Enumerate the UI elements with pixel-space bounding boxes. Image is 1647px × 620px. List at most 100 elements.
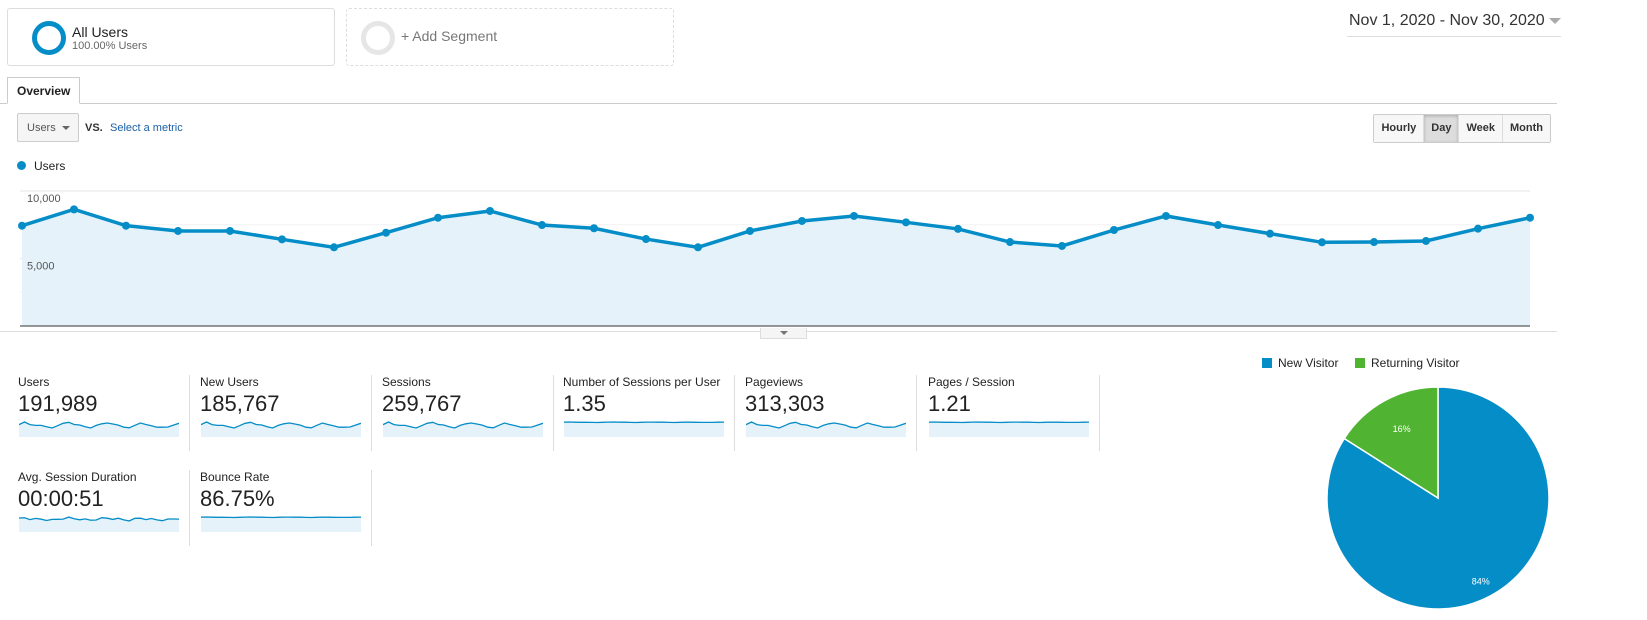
data-point-Nov-8[interactable] — [382, 228, 390, 237]
metric-value: 00:00:51 — [18, 486, 104, 511]
data-point-Nov-11[interactable] — [538, 221, 546, 230]
data-point-Nov-16[interactable] — [798, 216, 806, 225]
metric-value: 1.21 — [928, 391, 971, 416]
legend-label: New Visitor — [1278, 356, 1339, 370]
caret-down-icon — [1549, 18, 1561, 24]
chart-legend-label: Users — [34, 159, 66, 173]
metric-label: Sessions — [382, 375, 431, 389]
metric-label: Pageviews — [745, 375, 804, 389]
tab-overview[interactable]: Overview — [7, 77, 81, 104]
metric-value: 259,767 — [382, 391, 462, 416]
sparkline — [201, 516, 361, 532]
segment-subtitle: 100.00% Users — [72, 40, 148, 52]
metric-sessions[interactable]: Sessions 259,767 — [382, 375, 554, 451]
sparkline — [201, 421, 361, 437]
data-point-Nov-12[interactable] — [590, 224, 598, 233]
data-point-Nov-21[interactable] — [1058, 241, 1066, 250]
data-point-Nov-25[interactable] — [1266, 229, 1274, 238]
data-point-Nov-19[interactable] — [954, 224, 962, 233]
metric-value: 191,989 — [18, 391, 98, 416]
metric-label: Users — [18, 375, 50, 389]
data-point-Nov-17[interactable] — [850, 211, 858, 220]
legend-dot-icon — [17, 161, 26, 170]
segment-circle-icon — [32, 21, 66, 55]
data-point--[interactable] — [18, 221, 26, 230]
sparkline — [19, 421, 179, 437]
y-tick-label: 5,000 — [27, 261, 55, 273]
legend-new-visitor: New Visitor — [1262, 356, 1338, 370]
data-point-Nov-18[interactable] — [902, 218, 910, 227]
data-point-Nov-7[interactable] — [330, 243, 338, 252]
sparkline — [746, 421, 906, 437]
data-point-Nov-6[interactable] — [278, 235, 286, 244]
segment-all-users[interactable]: All Users 100.00% Users — [7, 8, 335, 66]
date-range-picker[interactable]: Nov 1, 2020 - Nov 30, 2020 — [1347, 10, 1561, 37]
pie-slice-label: 16% — [1393, 424, 1411, 434]
sparkline — [383, 421, 543, 437]
data-point-Nov-27[interactable] — [1370, 238, 1378, 247]
y-tick-label: 10,000 — [27, 193, 61, 205]
metric-dropdown-value: Users — [27, 122, 56, 134]
metric-pages-session[interactable]: Pages / Session 1.21 — [928, 375, 1100, 451]
data-point-Nov-30[interactable] — [1526, 213, 1534, 222]
legend-swatch — [1355, 358, 1365, 368]
metric-users[interactable]: Users 191,989 — [18, 375, 190, 451]
add-segment-label: + Add Segment — [401, 28, 498, 44]
data-point-Nov-5[interactable] — [226, 226, 234, 235]
select-metric-link[interactable]: Select a metric — [110, 122, 183, 134]
sparkline — [929, 421, 1089, 437]
metric-label: Bounce Rate — [200, 470, 270, 484]
data-point-Nov-15[interactable] — [746, 226, 754, 235]
vs-label: VS. — [85, 122, 103, 134]
legend-returning-visitor: Returning Visitor — [1355, 356, 1460, 370]
users-line — [21, 207, 1531, 250]
data-point-Nov-29[interactable] — [1474, 224, 1482, 233]
tab-divider — [0, 103, 1557, 104]
data-point-Nov-26[interactable] — [1318, 238, 1326, 247]
metric-number-of-sessions-per-user[interactable]: Number of Sessions per User 1.35 — [563, 375, 735, 451]
day-button[interactable]: Day — [1423, 115, 1459, 142]
segment-title: All Users — [72, 24, 129, 40]
data-point-Nov-9[interactable] — [434, 213, 442, 222]
caret-down-icon — [62, 126, 70, 130]
metric-avg-session-duration[interactable]: Avg. Session Duration 00:00:51 — [18, 470, 190, 546]
week-button[interactable]: Week — [1458, 115, 1503, 142]
data-point-Nov-14[interactable] — [694, 243, 702, 252]
hourly-button[interactable]: Hourly — [1374, 115, 1424, 142]
data-point-Nov-13[interactable] — [642, 235, 650, 244]
metric-dropdown[interactable]: Users — [17, 113, 79, 142]
metric-label: Pages / Session — [928, 375, 1015, 389]
data-point-Nov-23[interactable] — [1162, 211, 1170, 220]
pie-slice-label: 84% — [1472, 577, 1490, 587]
data-point-Nov-28[interactable] — [1422, 236, 1430, 245]
pie-slice-returning-visitor[interactable] — [1343, 386, 1439, 500]
metric-bounce-rate[interactable]: Bounce Rate 86.75% — [200, 470, 372, 546]
granularity-toggle: Hourly Day Week Month — [1373, 114, 1551, 143]
data-point-Nov-20[interactable] — [1006, 238, 1014, 247]
metric-value: 313,303 — [745, 391, 825, 416]
users-area — [22, 209, 1530, 326]
metric-value: 86.75% — [200, 486, 275, 511]
metric-value: 185,767 — [200, 391, 280, 416]
metric-label: Avg. Session Duration — [18, 470, 137, 484]
data-point-Nov-22[interactable] — [1110, 226, 1118, 235]
add-segment-button[interactable]: + Add Segment — [346, 8, 674, 66]
legend-swatch — [1262, 358, 1272, 368]
data-point-Nov-4[interactable] — [174, 226, 182, 235]
month-button[interactable]: Month — [1502, 115, 1550, 142]
data-point-Nov-24[interactable] — [1214, 221, 1222, 230]
metric-label: Number of Sessions per User — [563, 375, 721, 389]
chart-resize-handle[interactable] — [760, 328, 807, 339]
sparkline — [19, 516, 179, 532]
segment-circle-icon — [361, 21, 395, 55]
data-point-Nov-10[interactable] — [486, 206, 494, 215]
date-range-label: Nov 1, 2020 - Nov 30, 2020 — [1349, 12, 1545, 29]
metric-value: 1.35 — [563, 391, 606, 416]
metric-new-users[interactable]: New Users 185,767 — [200, 375, 372, 451]
data-point-Nov-2[interactable] — [70, 205, 78, 214]
legend-label: Returning Visitor — [1371, 356, 1460, 370]
metric-pageviews[interactable]: Pageviews 313,303 — [745, 375, 917, 451]
visitor-pie-chart: 84% 16% — [1326, 386, 1550, 610]
data-point-Nov-3[interactable] — [122, 221, 130, 230]
